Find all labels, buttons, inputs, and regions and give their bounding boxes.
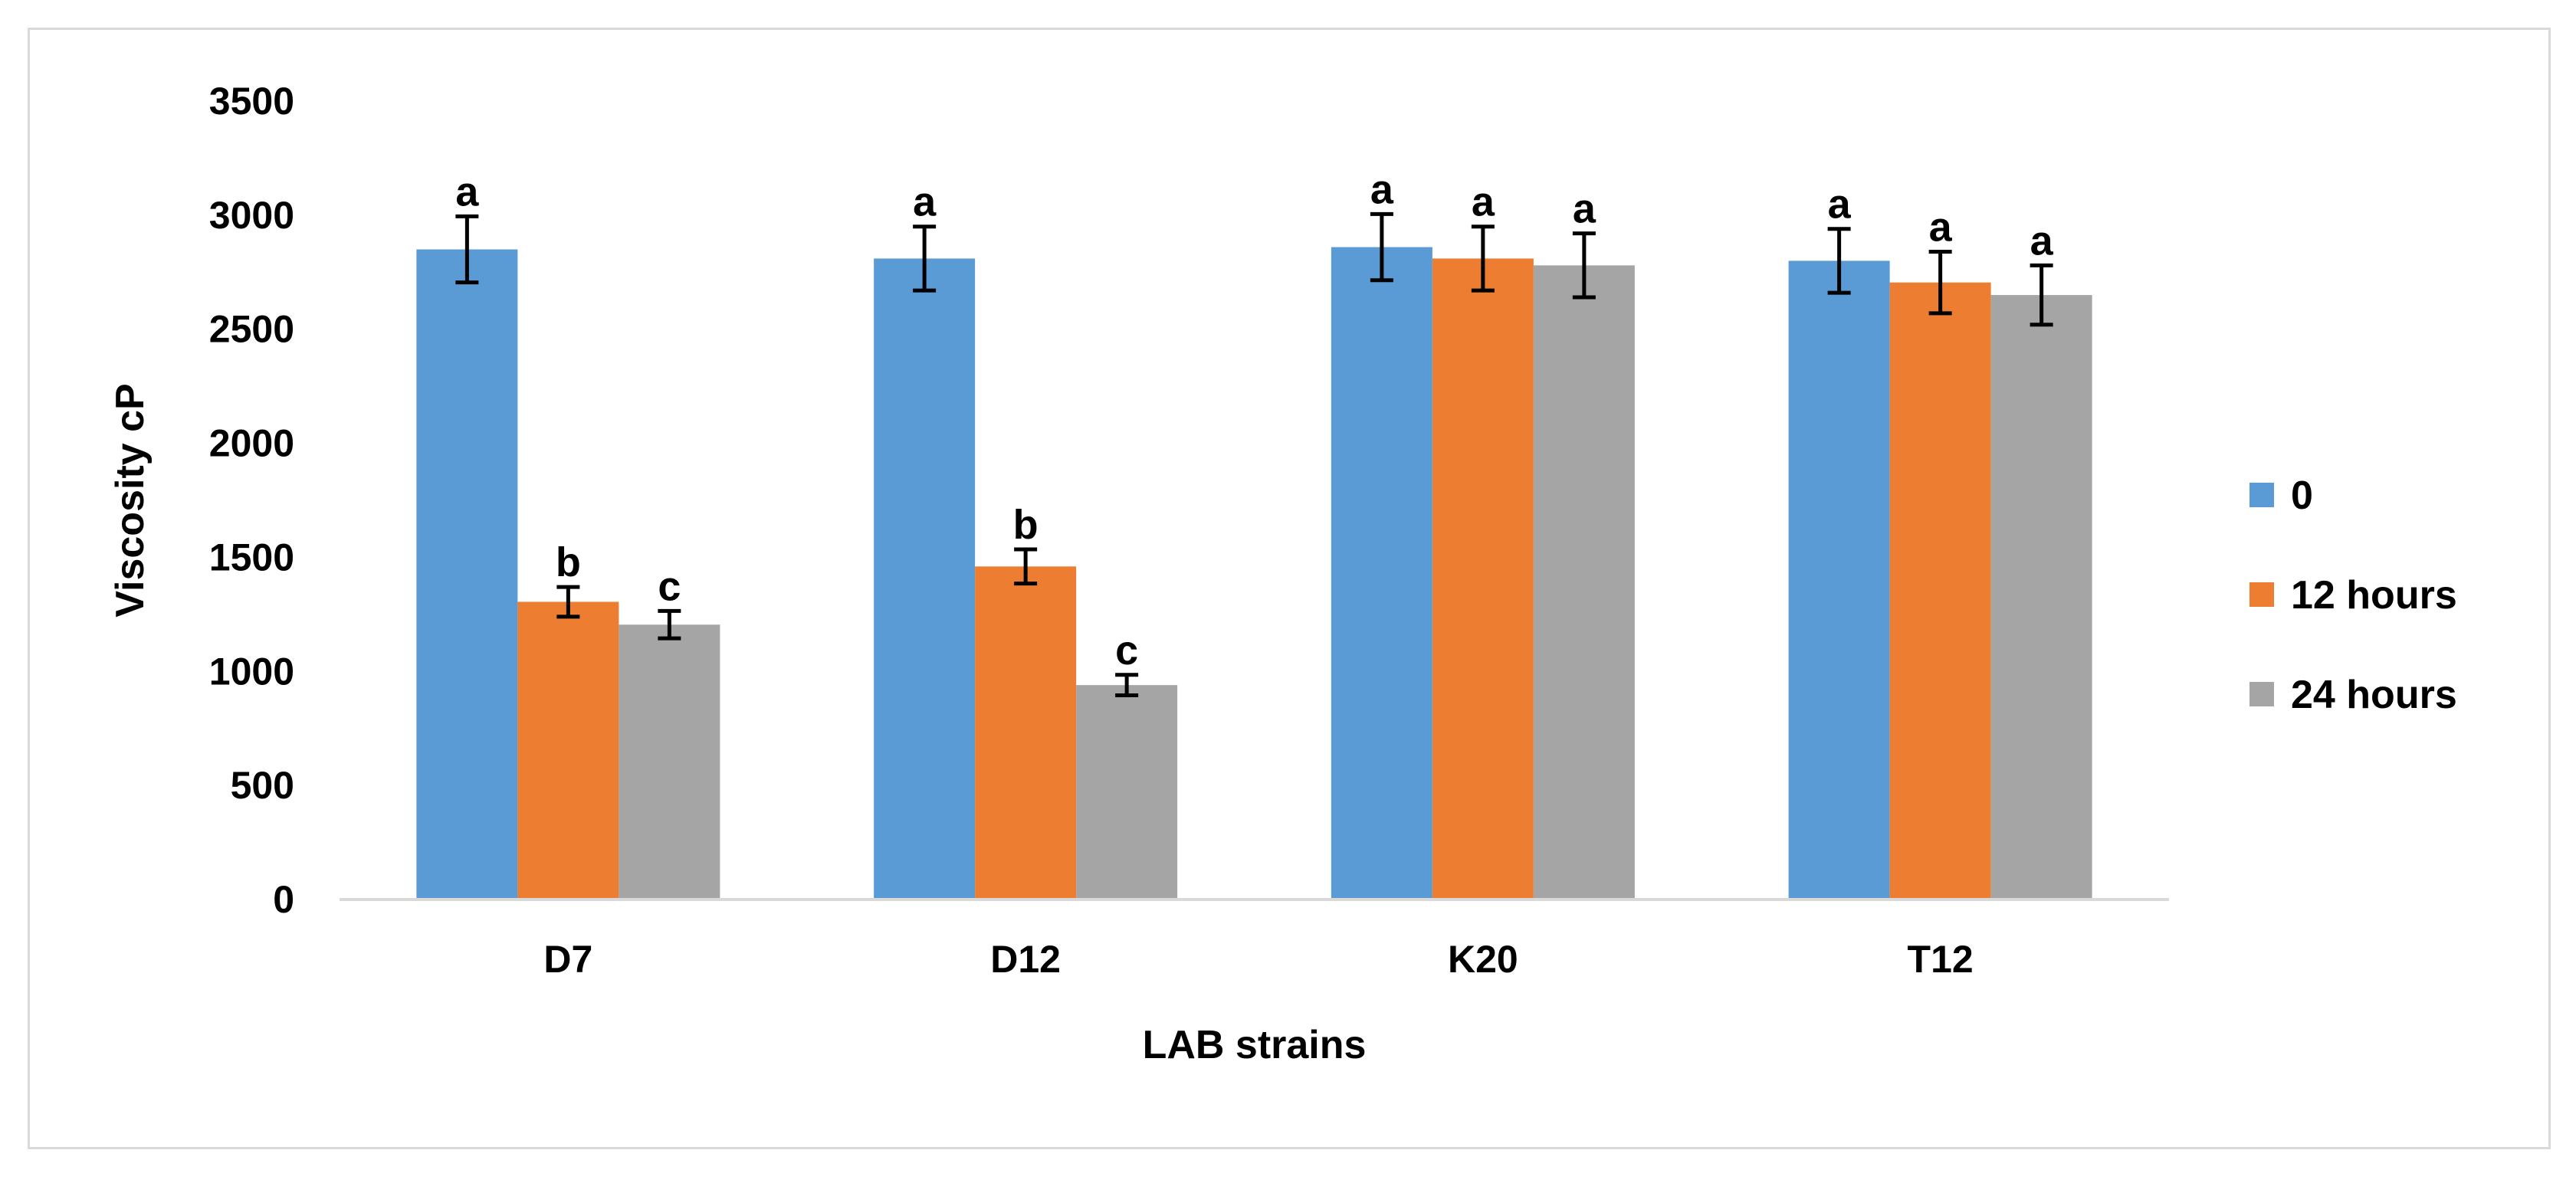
bar-t12-series-1 — [1889, 282, 1991, 900]
bar-d12-series-2 — [1076, 685, 1178, 900]
x-tick-label: T12 — [1908, 938, 1974, 981]
x-tick-label: D12 — [990, 938, 1061, 981]
y-tick-label: 0 — [273, 878, 294, 921]
significance-letter: b — [1013, 502, 1039, 548]
y-tick-label: 1500 — [209, 536, 294, 578]
bar-t12-series-2 — [1990, 295, 2092, 900]
y-axis-ticks: 0 500 1000 1500 2000 2500 3000 3500 — [209, 80, 294, 921]
y-tick-label: 3500 — [209, 80, 294, 123]
significance-letter: a — [1573, 186, 1596, 232]
bar-d12-series-1 — [975, 566, 1077, 900]
significance-letter: c — [658, 563, 681, 609]
legend-swatch — [2249, 582, 2274, 607]
legend-label: 0 — [2291, 474, 2313, 518]
legend-label: 24 hours — [2291, 673, 2457, 717]
bar-d7-series-0 — [416, 249, 518, 900]
y-tick-label: 500 — [231, 764, 294, 807]
significance-letter: a — [455, 169, 479, 215]
x-tick-label: D7 — [543, 938, 592, 981]
bar-k20-series-2 — [1533, 265, 1635, 900]
legend-swatch — [2249, 483, 2274, 507]
legend-label: 12 hours — [2291, 573, 2457, 618]
bar-d12-series-0 — [874, 258, 976, 900]
y-tick-label: 2000 — [209, 422, 294, 465]
significance-letter: c — [1115, 628, 1138, 673]
bar-d7-series-1 — [517, 601, 619, 900]
significance-letter: a — [2030, 218, 2054, 264]
x-tick-label: K20 — [1448, 938, 1518, 981]
significance-letter: b — [556, 539, 581, 585]
y-tick-label: 1000 — [209, 650, 294, 693]
bar-k20-series-1 — [1432, 258, 1534, 900]
bar-k20-series-0 — [1331, 247, 1432, 900]
legend-swatch — [2249, 682, 2274, 706]
significance-letter: a — [1929, 204, 1953, 250]
bars-group: a b c a b c a a a a a a — [416, 166, 2092, 900]
x-axis-ticks: D7 D12 K20 T12 — [543, 938, 1973, 981]
legend: 0 12 hours 24 hours — [2249, 474, 2457, 717]
y-tick-label: 2500 — [209, 308, 294, 351]
significance-letter: a — [1370, 166, 1394, 212]
y-axis-title: Viscosity cP — [108, 383, 153, 617]
significance-letter: a — [913, 179, 937, 225]
bar-t12-series-0 — [1788, 261, 1890, 900]
significance-letter: a — [1472, 179, 1495, 225]
y-tick-label: 3000 — [209, 194, 294, 237]
bar-d7-series-2 — [619, 624, 720, 900]
x-axis-title: LAB strains — [1143, 1023, 1367, 1067]
significance-letter: a — [1828, 182, 1852, 228]
